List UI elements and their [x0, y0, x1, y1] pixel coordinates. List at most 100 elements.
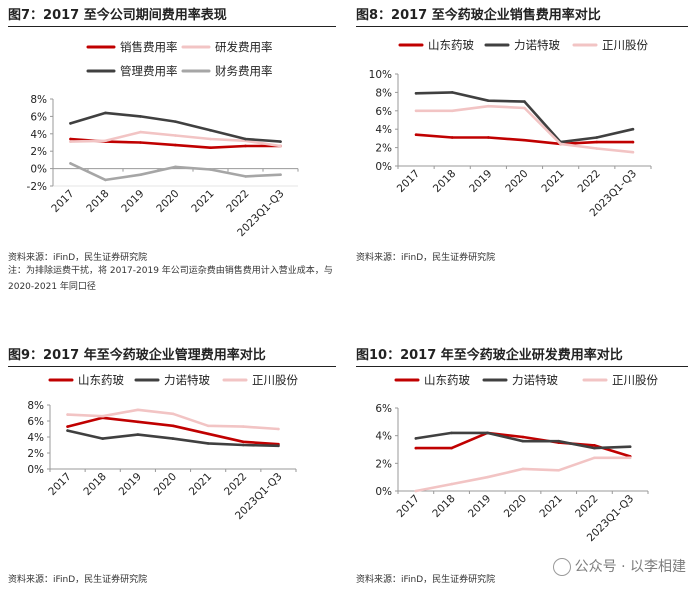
data-point: [174, 120, 177, 123]
x-tick-label: 2017: [395, 493, 422, 520]
x-tick-label: 2019: [466, 493, 493, 520]
data-point: [523, 138, 526, 142]
chart-title: 图8：2017 至今药玻企业销售费用率对比: [356, 4, 688, 27]
chart-source: 资料来源：iFinD，民生证券研究院: [8, 253, 148, 263]
x-tick-label: 2017: [395, 168, 422, 195]
line-chart-fig7: -2%0%2%4%6%8%2017 2018 2019 2020 2021 2022202…: [27, 40, 299, 239]
line-chart-fig9: 0%2%4%6%8%2017 2018 2019 2020 2021 20222023Q1…: [27, 373, 298, 522]
data-point: [101, 437, 105, 440]
x-tick-label: 2018: [84, 188, 111, 215]
data-point: [628, 445, 632, 449]
data-point: [414, 446, 418, 450]
series-line: [414, 456, 632, 493]
data-point: [414, 133, 418, 137]
x-tick-label: 2021: [537, 493, 564, 520]
data-point: [631, 150, 635, 154]
data-point: [104, 139, 107, 143]
data-point: [279, 140, 282, 143]
x-tick-label: 2022: [573, 493, 600, 520]
data-point: [171, 424, 175, 428]
data-point: [593, 444, 596, 447]
data-point: [450, 446, 453, 450]
y-tick-label: 2%: [375, 458, 392, 470]
data-point: [487, 99, 490, 102]
chart-panel-fig9: 图9：2017 年至今药玻企业管理费用率对比 0% 2% 4% 6% 8% 2017 201…: [8, 344, 343, 586]
data-point: [209, 137, 212, 141]
data-point: [557, 439, 561, 443]
series-line: [414, 104, 635, 154]
data-point: [487, 104, 490, 108]
data-point: [206, 424, 210, 428]
x-tick-label: 2017: [46, 471, 73, 498]
data-point: [209, 129, 212, 132]
data-point: [279, 173, 282, 176]
data-point: [414, 92, 418, 95]
data-point: [101, 414, 105, 418]
legend-label: 山东药玻: [78, 373, 124, 387]
data-point: [595, 147, 599, 150]
data-point: [414, 109, 418, 113]
x-tick-label: 2019: [467, 168, 494, 195]
x-tick-label: 2018: [430, 493, 457, 520]
data-point: [244, 144, 247, 148]
data-point: [593, 456, 596, 460]
data-point: [450, 109, 454, 113]
legend-label: 力诺特玻: [164, 373, 210, 387]
data-point: [171, 437, 175, 440]
wechat-icon: [552, 558, 571, 576]
data-point: [174, 165, 177, 169]
data-point: [139, 115, 142, 118]
legend-label: 山东药玻: [424, 373, 470, 387]
y-tick-label: 4%: [375, 124, 392, 136]
chart-note: 注：为排除运费干扰，将 2017-2019 年公司运杂费由销售费用计入营业成本，…: [8, 266, 333, 292]
data-point: [450, 482, 453, 486]
series-line: [414, 91, 635, 144]
x-tick-label: 2018: [81, 471, 108, 498]
data-point: [631, 127, 635, 131]
data-point: [487, 136, 490, 139]
data-point: [485, 431, 489, 435]
data-point: [206, 432, 210, 436]
legend-label: 研发费用率: [215, 40, 273, 54]
data-point: [595, 136, 599, 139]
y-tick-label: -2%: [27, 181, 47, 193]
data-point: [450, 136, 454, 139]
x-tick-label: 2021: [187, 471, 214, 498]
legend-label: 管理费用率: [120, 64, 178, 78]
legend-label: 正川股份: [602, 38, 648, 52]
data-point: [631, 140, 635, 144]
data-point: [136, 408, 140, 412]
data-point: [69, 140, 72, 143]
y-tick-label: 6%: [375, 403, 392, 415]
legend-label: 财务费用率: [215, 64, 273, 78]
chart-source: 资料来源：iFinD，民生证券研究院: [8, 575, 148, 585]
data-point: [139, 141, 142, 144]
chart-source: 资料来源：iFinD，民生证券研究院: [356, 253, 496, 263]
y-tick-label: 0%: [30, 164, 47, 176]
y-tick-label: 8%: [30, 94, 47, 106]
line-chart-fig10: 0%2%4%6%2017 2018 2019 2020 2021 20222023Q1-Q…: [375, 373, 658, 544]
data-point: [593, 446, 596, 450]
series-line: [66, 416, 280, 446]
x-tick-label: 2020: [503, 168, 530, 195]
chart-panel-fig7: 图7：2017 至今公司期间费用率表现 -2% 0% 2% 4% 6% 8% 2017 201…: [8, 4, 343, 294]
y-tick-label: 6%: [30, 111, 47, 123]
x-tick-label: 2021: [189, 188, 216, 215]
data-point: [485, 475, 489, 479]
y-tick-label: 0%: [375, 486, 392, 498]
data-point: [450, 431, 453, 435]
y-tick-label: 0%: [375, 161, 392, 173]
y-tick-label: 6%: [27, 416, 44, 428]
chart-source: 资料来源：iFinD，民生证券研究院: [356, 575, 496, 585]
data-point: [171, 412, 175, 416]
x-tick-label: 2021: [539, 168, 566, 195]
watermark: 公众号 · 以李相建: [552, 556, 686, 576]
x-tick-label: 2022: [222, 471, 249, 498]
data-point: [279, 144, 282, 148]
data-point: [521, 439, 525, 443]
x-tick-label: 2018: [431, 168, 458, 195]
data-point: [277, 444, 280, 448]
data-point: [66, 429, 69, 432]
data-point: [174, 143, 177, 147]
legend-label: 山东药玻: [428, 38, 474, 52]
